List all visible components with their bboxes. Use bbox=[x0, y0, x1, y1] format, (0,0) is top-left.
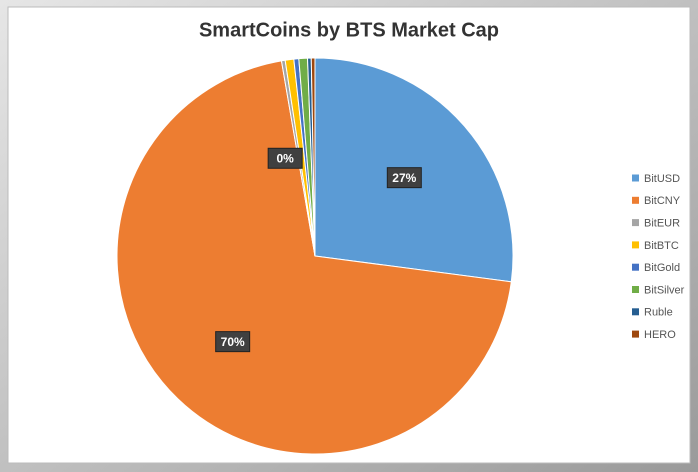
data-label-box bbox=[267, 147, 303, 169]
legend-swatch bbox=[632, 330, 639, 338]
pie-slice bbox=[310, 57, 316, 257]
pie-slice bbox=[116, 60, 512, 455]
legend-swatch bbox=[632, 219, 639, 227]
legend-label: BitSilver bbox=[644, 284, 685, 296]
legend-swatch bbox=[632, 286, 639, 293]
legend-label: HERO bbox=[644, 329, 676, 341]
legend-swatch bbox=[632, 174, 639, 182]
legend-label: BitBTC bbox=[644, 240, 679, 252]
legend-swatch bbox=[632, 196, 639, 204]
legend-swatch bbox=[632, 263, 639, 271]
data-label: 27% bbox=[392, 171, 416, 185]
data-label: 0% bbox=[276, 151, 294, 165]
data-label-box bbox=[215, 331, 251, 353]
legend-label: Ruble bbox=[644, 307, 673, 319]
chart-title: SmartCoins by BTS Market Cap bbox=[199, 19, 499, 41]
legend-swatch bbox=[632, 241, 639, 249]
legend-label: BitCNY bbox=[644, 195, 681, 207]
data-label-box bbox=[386, 167, 422, 189]
data-label: 70% bbox=[221, 335, 245, 349]
legend-label: BitGold bbox=[644, 262, 680, 274]
legend-swatch bbox=[632, 308, 639, 316]
legend-label: BitUSD bbox=[644, 173, 680, 185]
legend-label: BitEUR bbox=[644, 218, 680, 230]
